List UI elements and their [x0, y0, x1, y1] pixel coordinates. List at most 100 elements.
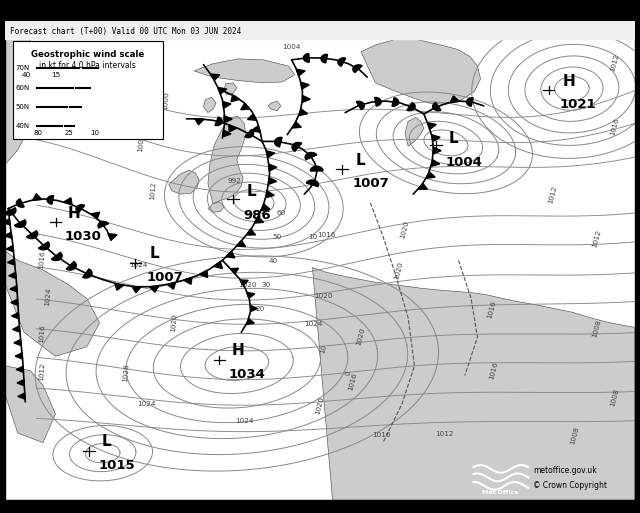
Polygon shape	[66, 262, 76, 270]
Text: 1020: 1020	[315, 396, 325, 415]
Polygon shape	[208, 202, 224, 212]
Polygon shape	[26, 231, 38, 239]
Polygon shape	[51, 252, 62, 261]
Polygon shape	[248, 114, 257, 121]
Text: 40: 40	[22, 72, 31, 78]
Polygon shape	[224, 83, 237, 95]
Text: 80: 80	[33, 130, 42, 135]
Polygon shape	[428, 123, 436, 129]
Text: 1004: 1004	[282, 44, 301, 50]
Polygon shape	[338, 58, 346, 66]
Polygon shape	[426, 172, 435, 179]
Polygon shape	[12, 312, 19, 319]
Polygon shape	[229, 125, 237, 132]
Polygon shape	[392, 98, 399, 106]
Polygon shape	[240, 280, 248, 285]
Text: L: L	[449, 131, 459, 146]
Text: 1004: 1004	[446, 156, 483, 169]
Polygon shape	[407, 103, 415, 111]
Polygon shape	[451, 96, 460, 103]
Text: 1012: 1012	[548, 185, 558, 204]
Text: H: H	[68, 206, 81, 221]
Text: H: H	[232, 343, 244, 358]
Polygon shape	[237, 241, 246, 247]
Polygon shape	[13, 326, 20, 332]
Text: 30: 30	[262, 282, 271, 288]
Text: 1016: 1016	[38, 250, 45, 269]
Polygon shape	[195, 119, 204, 125]
Polygon shape	[266, 191, 275, 198]
Text: Forecast chart (T+00) Valid 00 UTC Mon 03 JUN 2024: Forecast chart (T+00) Valid 00 UTC Mon 0…	[10, 27, 241, 35]
Polygon shape	[132, 286, 141, 293]
Polygon shape	[91, 212, 100, 219]
Polygon shape	[167, 283, 175, 289]
Polygon shape	[17, 199, 24, 207]
Polygon shape	[431, 160, 440, 166]
Text: 40: 40	[268, 259, 277, 264]
Text: 1020: 1020	[356, 326, 366, 346]
Polygon shape	[33, 194, 42, 200]
Bar	[5, 21, 635, 39]
Text: H: H	[563, 74, 575, 89]
Polygon shape	[301, 82, 309, 89]
Polygon shape	[223, 130, 231, 137]
Text: 1016: 1016	[372, 432, 391, 439]
Text: 1024: 1024	[235, 418, 253, 424]
Polygon shape	[15, 353, 22, 359]
Text: 1020: 1020	[314, 293, 332, 299]
Polygon shape	[47, 195, 54, 204]
Polygon shape	[63, 198, 72, 205]
Polygon shape	[303, 54, 309, 62]
Text: 1012: 1012	[149, 181, 157, 200]
Polygon shape	[321, 54, 328, 63]
Polygon shape	[15, 220, 26, 227]
Polygon shape	[268, 101, 281, 111]
Text: in kt for 4.0 hPa intervals: in kt for 4.0 hPa intervals	[39, 61, 136, 70]
Polygon shape	[266, 151, 275, 157]
Polygon shape	[302, 95, 310, 103]
Polygon shape	[3, 219, 10, 225]
Polygon shape	[418, 183, 428, 189]
Polygon shape	[150, 286, 159, 292]
Text: 1016: 1016	[486, 300, 497, 319]
Text: 0: 0	[345, 370, 352, 376]
Text: 1024: 1024	[44, 287, 52, 306]
Polygon shape	[5, 251, 100, 356]
Text: 1012: 1012	[609, 53, 620, 72]
Polygon shape	[433, 103, 441, 111]
Text: 50N: 50N	[16, 104, 30, 110]
Text: 15: 15	[51, 72, 60, 78]
Polygon shape	[246, 319, 254, 325]
Text: L: L	[102, 435, 111, 449]
Text: 1020: 1020	[170, 313, 178, 332]
Polygon shape	[353, 65, 362, 72]
Text: 25: 25	[65, 130, 74, 135]
Text: © Crown Copyright: © Crown Copyright	[533, 481, 607, 490]
Polygon shape	[250, 305, 257, 311]
Text: 1034: 1034	[228, 368, 266, 381]
Polygon shape	[18, 393, 25, 399]
Text: 1007: 1007	[147, 271, 184, 284]
Polygon shape	[214, 262, 223, 268]
Text: 20: 20	[255, 306, 265, 312]
Text: 1024: 1024	[129, 262, 148, 268]
Polygon shape	[296, 69, 305, 76]
Text: 50: 50	[273, 234, 282, 240]
Polygon shape	[431, 135, 440, 142]
Text: 986: 986	[243, 209, 271, 222]
Polygon shape	[9, 272, 16, 279]
Polygon shape	[307, 180, 318, 187]
Polygon shape	[215, 117, 222, 126]
Polygon shape	[5, 21, 49, 164]
Polygon shape	[230, 268, 239, 274]
Polygon shape	[310, 166, 323, 171]
Polygon shape	[292, 122, 301, 128]
Polygon shape	[223, 102, 231, 108]
Polygon shape	[356, 102, 364, 110]
Polygon shape	[6, 246, 13, 252]
Text: 1016: 1016	[348, 371, 358, 391]
Text: 1015: 1015	[99, 459, 135, 472]
Text: 1007: 1007	[353, 177, 390, 190]
Polygon shape	[241, 104, 250, 110]
Polygon shape	[224, 115, 232, 123]
